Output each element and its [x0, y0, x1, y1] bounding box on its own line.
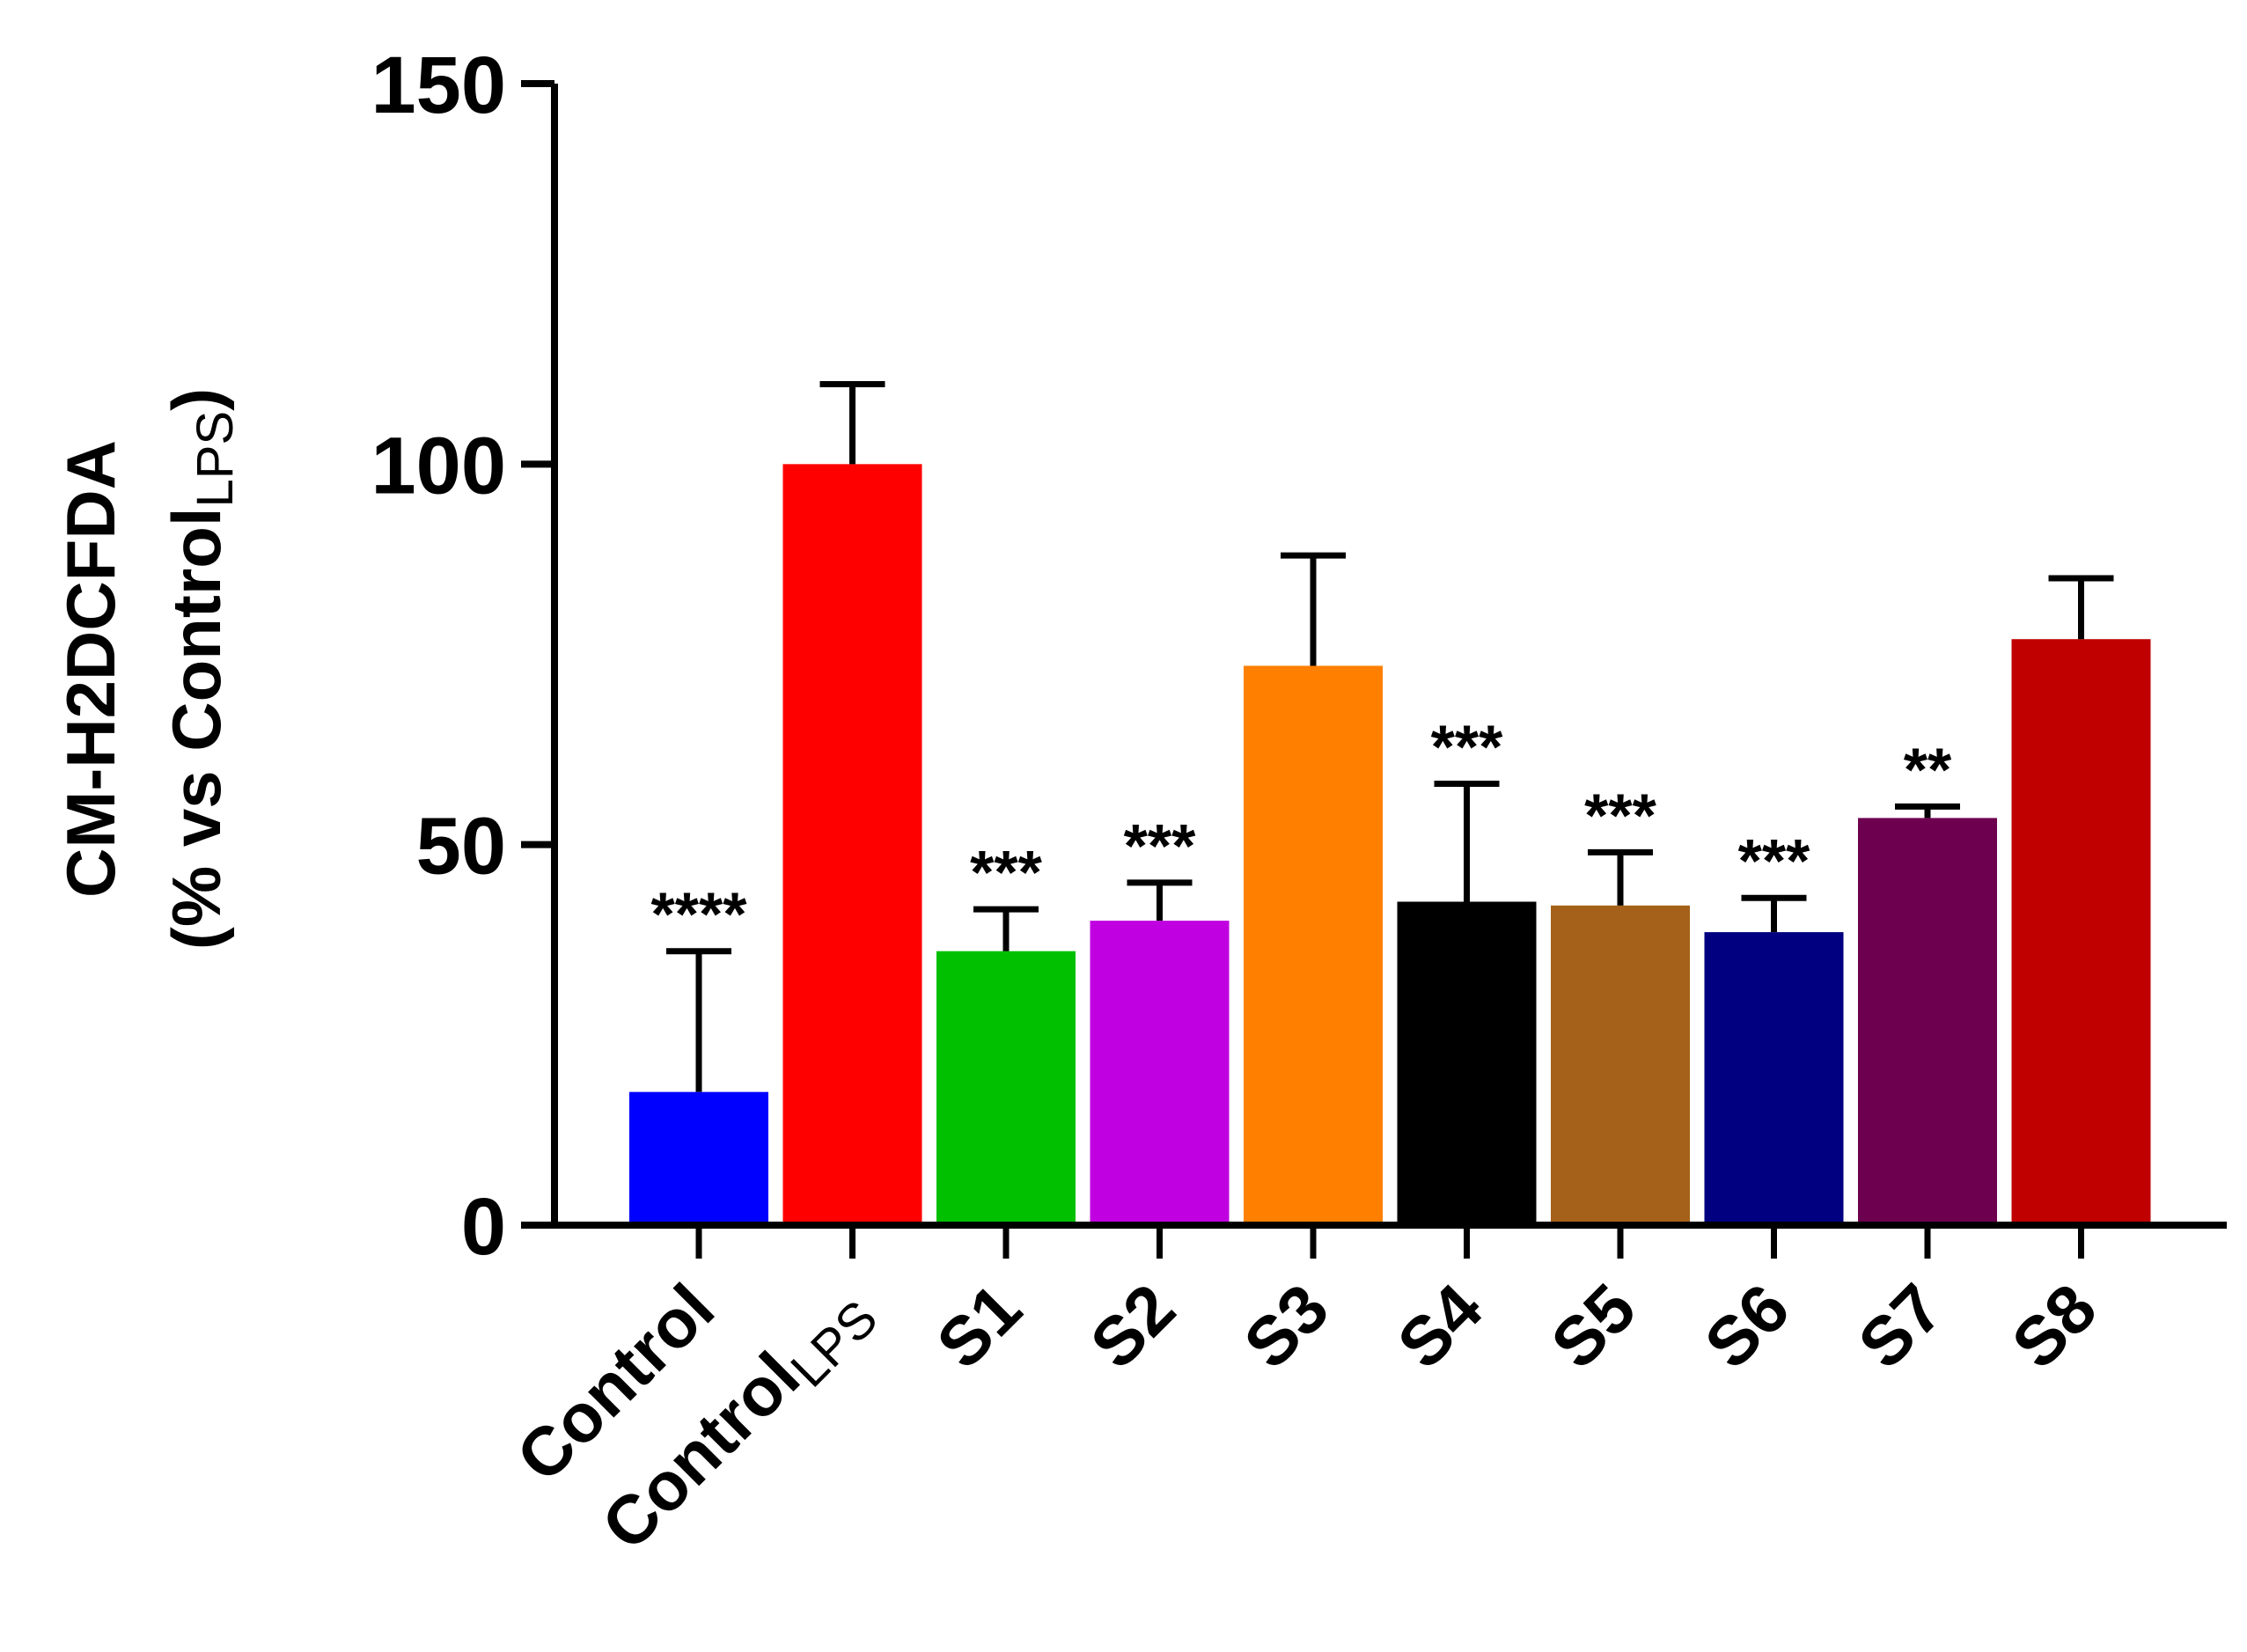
bar-6: [1551, 905, 1690, 1225]
category-label-6: S5: [1536, 1269, 1650, 1384]
error-bar-1: [819, 381, 885, 465]
significance-label-3: ***: [1124, 811, 1196, 880]
significance-label-0: ****: [651, 880, 748, 949]
category-label-3: S2: [1076, 1269, 1190, 1384]
category-label-7: S6: [1690, 1269, 1804, 1384]
y-tick-label-2: 100: [371, 421, 507, 510]
category-label-2: S1: [922, 1269, 1036, 1384]
y-axis-title-line2: (% vs ControlLPS): [158, 388, 244, 950]
significance-label-8: **: [1904, 735, 1952, 804]
bar-5: [1397, 901, 1537, 1225]
y-axis-title-line1: CM-H2DCFDA: [52, 440, 129, 898]
significance-label-5: ***: [1431, 712, 1503, 781]
bar-1: [782, 464, 922, 1225]
bar-0: [629, 1091, 768, 1225]
error-bar-9: [2048, 575, 2114, 640]
significance-label-6: ***: [1584, 781, 1656, 849]
category-label-4: S3: [1229, 1269, 1343, 1384]
y-tick-label-1: 50: [416, 802, 506, 892]
error-bar-4: [1281, 552, 1346, 666]
error-bar-5: [1434, 780, 1500, 902]
significance-label-7: ***: [1738, 826, 1810, 895]
error-bar-8: [1895, 803, 1960, 819]
error-bar-3: [1127, 879, 1193, 921]
bar-2: [936, 951, 1076, 1225]
error-bar-2: [973, 906, 1039, 951]
y-tick-label-3: 150: [371, 40, 507, 130]
bar-8: [1858, 818, 1997, 1225]
y-tick-label-0: 0: [461, 1182, 506, 1272]
bar-4: [1244, 665, 1383, 1225]
error-bar-7: [1741, 894, 1807, 933]
bar-7: [1704, 932, 1844, 1225]
error-bar-6: [1588, 848, 1653, 906]
category-label-9: S8: [1997, 1269, 2111, 1384]
category-label-8: S7: [1843, 1269, 1957, 1384]
bar-3: [1090, 921, 1230, 1225]
error-bar-0: [666, 948, 731, 1092]
category-label-5: S4: [1383, 1269, 1497, 1384]
significance-label-2: ***: [970, 838, 1042, 907]
bar-9: [2011, 639, 2151, 1225]
